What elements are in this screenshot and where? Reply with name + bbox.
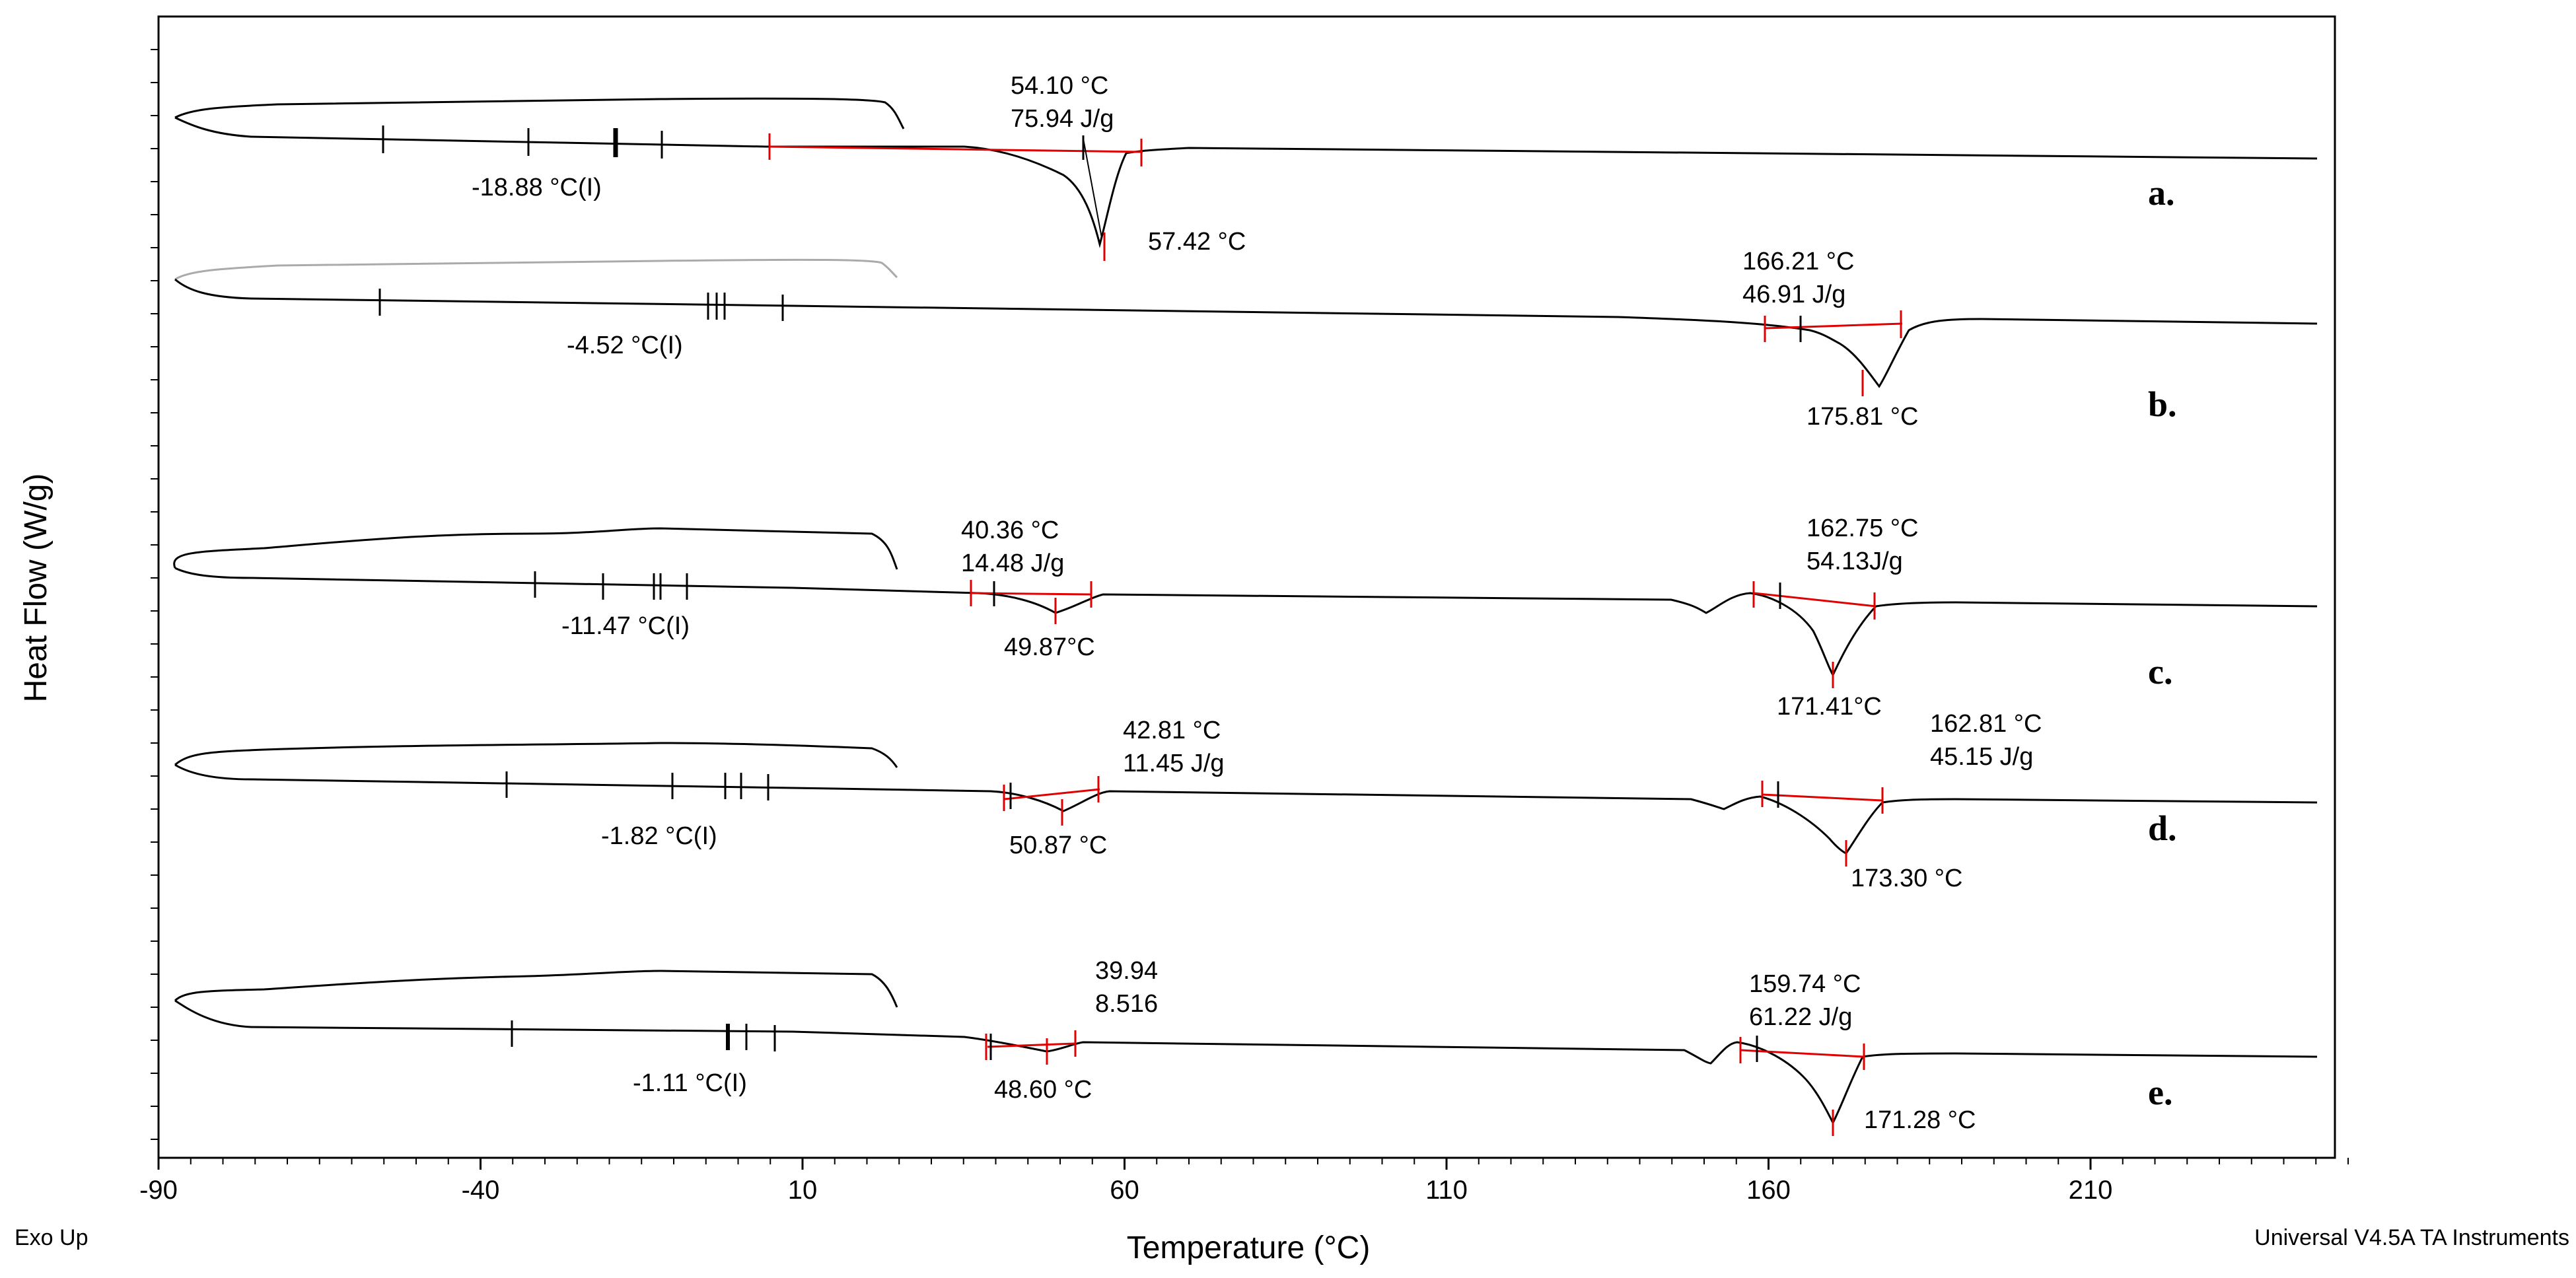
instrument-label: Universal V4.5A TA Instruments [2254, 1225, 2569, 1250]
curve-e [174, 970, 2318, 1136]
curve-c-enthalpy-1: 14.48 J/g [961, 550, 1064, 577]
curve-a-enthalpy: 75.94 J/g [1011, 105, 1114, 133]
curve-d-onset-2: 162.81 °C [1930, 710, 2042, 738]
curve-a-onset-tangent [1083, 138, 1102, 238]
x-tick-label: 60 [1110, 1176, 1139, 1205]
curve-e-red-markers [985, 1030, 1865, 1136]
curve-c-onset-2: 162.75 °C [1807, 515, 1918, 542]
curve-c-peak-2: 171.41°C [1777, 693, 1882, 721]
curve-d-tg: -1.82 °C(I) [601, 822, 717, 850]
curve-d-baseline-1 [1003, 788, 1100, 800]
curve-d-cooling [174, 742, 898, 768]
curve-a-trace [174, 116, 2318, 248]
exo-up-label: Exo Up [15, 1225, 89, 1250]
curve-d-peak-1: 50.87 °C [1009, 832, 1107, 859]
y-axis-ticks [151, 49, 159, 1140]
curve-a-label: a. [2148, 173, 2175, 213]
curve-b-markers [378, 289, 1802, 342]
curve-e-markers [511, 1020, 1758, 1062]
curve-e-label: e. [2148, 1073, 2172, 1112]
curve-e-enthalpy-2: 61.22 J/g [1749, 1003, 1852, 1031]
curve-a-red-markers [768, 133, 1143, 261]
curve-e-tg: -1.11 °C(I) [633, 1069, 747, 1097]
x-tick-label: 10 [788, 1176, 818, 1205]
curve-a [174, 97, 2318, 261]
x-tick-label: 110 [1425, 1176, 1468, 1205]
curve-d-onset-1: 42.81 °C [1123, 717, 1221, 744]
curve-d-markers [505, 771, 1779, 809]
curve-d-baseline-2 [1762, 793, 1883, 802]
curve-c-baseline-2 [1753, 592, 1877, 608]
curve-d-label: d. [2148, 808, 2177, 848]
curve-c-red-markers [970, 580, 1876, 688]
curve-e-baseline-1 [987, 1042, 1076, 1048]
curve-c-peak-1: 49.87°C [1004, 633, 1095, 661]
curve-b [174, 258, 2318, 396]
y-axis-title: Heat Flow (W/g) [18, 474, 54, 703]
curve-c-trace [174, 567, 2318, 678]
x-tick-label: 160 [1746, 1176, 1791, 1205]
curve-c [173, 527, 2318, 688]
curve-a-peak: 57.42 °C [1148, 228, 1246, 256]
curve-c-onset-1: 40.36 °C [961, 516, 1059, 544]
plot-frame [157, 15, 2336, 1159]
curve-d-enthalpy-2: 45.15 J/g [1930, 743, 2033, 771]
curve-a-onset: 54.10 °C [1011, 72, 1108, 100]
curve-b-cooling [174, 258, 898, 281]
curve-e-onset-2: 159.74 °C [1749, 970, 1861, 998]
curve-e-enthalpy-1: 8.516 [1095, 990, 1158, 1018]
curve-e-cooling [174, 970, 898, 1008]
curve-b-red-markers [1764, 310, 1902, 396]
curve-d-peak-2: 173.30 °C [1851, 865, 1962, 892]
curve-c-tg: -11.47 °C(I) [561, 612, 690, 640]
curve-e-onset-1: 39.94 [1095, 957, 1158, 985]
curve-b-onset: 166.21 °C [1742, 248, 1854, 275]
x-axis-ticks: -90 -40 10 60 110 160 210 [139, 1158, 2349, 1205]
curve-c-baseline-1 [970, 592, 1092, 596]
curve-d [174, 742, 2318, 867]
x-tick-label: -40 [462, 1176, 500, 1205]
curve-b-baseline [1764, 322, 1903, 330]
curve-d-red-markers [1003, 776, 1884, 867]
curve-b-trace [174, 278, 2318, 388]
curve-a-cooling [174, 97, 905, 129]
curve-c-label: c. [2148, 652, 2172, 692]
curve-c-cooling [173, 527, 898, 570]
curve-a-baseline [769, 145, 1143, 153]
x-axis-title: Temperature (°C) [1127, 1230, 1371, 1265]
curve-b-peak: 175.81 °C [1807, 403, 1918, 431]
curve-e-trace [174, 999, 2318, 1125]
curve-e-peak-1: 48.60 °C [994, 1076, 1092, 1104]
curve-a-tg: -18.88 °C(I) [472, 174, 602, 201]
curve-a-markers [382, 125, 1085, 160]
curve-b-tg: -4.52 °C(I) [567, 332, 683, 359]
curve-d-enthalpy-1: 11.45 J/g [1123, 750, 1225, 777]
curve-c-enthalpy-2: 54.13J/g [1807, 548, 1903, 575]
x-tick-label: 210 [2069, 1176, 2113, 1205]
curve-b-label: b. [2148, 384, 2177, 424]
curve-e-baseline-2 [1740, 1049, 1865, 1058]
x-tick-label: -90 [139, 1176, 178, 1205]
curve-c-markers [534, 571, 1781, 609]
curve-b-enthalpy: 46.91 J/g [1742, 281, 1845, 308]
curve-d-trace [174, 763, 2318, 855]
curve-e-peak-2: 171.28 °C [1864, 1106, 1976, 1134]
